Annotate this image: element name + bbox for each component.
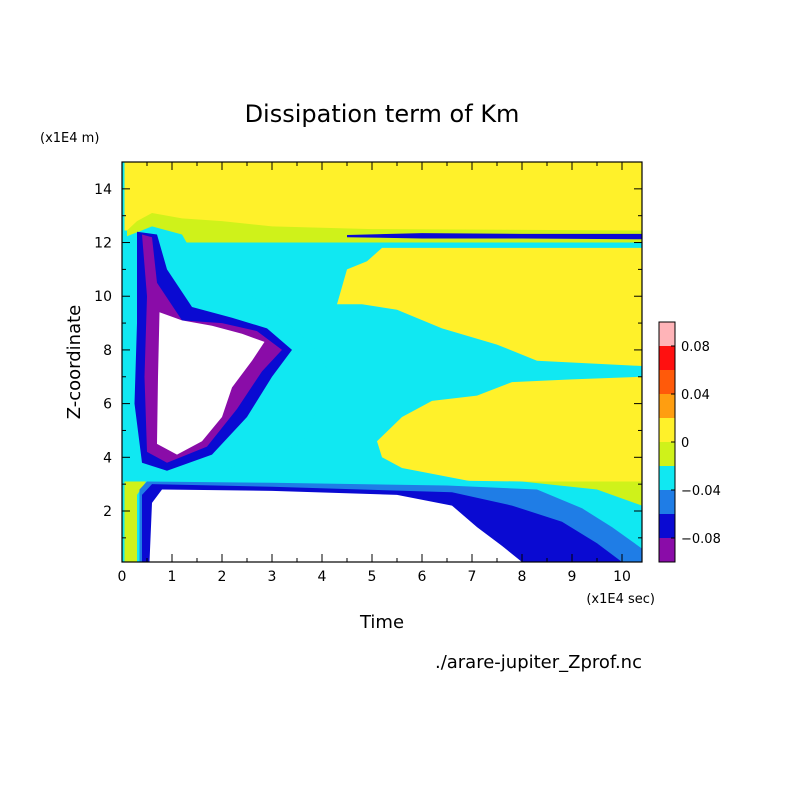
x-tick-label: 4 [318,569,327,585]
x-unit-label: (x1E4 sec) [586,592,655,607]
x-tick-label: 7 [468,569,477,585]
y-tick-label: 8 [103,343,112,359]
contour-region-surface-saturated [149,489,522,562]
y-tick-label: 6 [103,397,112,413]
y-unit-label: (x1E4 m) [40,131,99,146]
y-tick-label: 14 [94,182,112,198]
x-tick-label: 6 [418,569,427,585]
x-tick-label: 8 [518,569,527,585]
y-tick-label: 2 [103,504,112,520]
x-tick-label: 10 [613,569,631,585]
plot-frame [121,161,643,563]
plot-area [121,161,643,563]
y-tick-label: 10 [94,289,112,305]
colorbar-tick-label: −0.08 [681,532,721,547]
chart-title: Dissipation term of Km [245,100,520,128]
contour-region-upper-positive [124,162,642,231]
colorbar-tick-label: 0 [681,436,689,451]
y-tick-label: 12 [94,236,112,252]
x-tick-label: 1 [168,569,177,585]
contour-region-mid-positive-b [377,376,642,485]
colorbar-segment [659,514,675,538]
contour-region-core-saturated [157,312,265,455]
colorbar-segment [659,538,675,562]
contour-regions [124,162,642,562]
contour-region-mid-positive-a [337,247,642,366]
x-axis: 0 1 2 3 4 5 6 7 8 9 10 [118,162,631,585]
colorbar-tick-label: −0.04 [681,484,721,499]
x-axis-label: Time [359,612,404,633]
colorbar-segment [659,466,675,490]
x-tick-label: 2 [218,569,227,585]
x-tick-label: 3 [268,569,277,585]
colorbar-segment [659,346,675,370]
colorbar-segment [659,370,675,394]
colorbar-segment [659,490,675,514]
colorbar: 0.08 0.04 0 −0.04 −0.08 [658,321,721,563]
x-tick-label: 5 [368,569,377,585]
x-tick-label: 9 [568,569,577,585]
y-tick-label: 4 [103,450,112,466]
colorbar-segment [659,418,675,442]
contour-region-upper-ridge [347,233,642,240]
colorbar-tick-label: 0.04 [681,388,710,403]
x-tick-label: 0 [118,569,127,585]
colorbar-tick-label: 0.08 [681,340,710,355]
colorbar-segment [659,322,675,346]
y-axis: 2 4 6 8 10 12 14 [94,182,642,539]
colorbar-segment [659,394,675,418]
source-file-label: ./arare-jupiter_Zprof.nc [435,652,642,673]
colorbar-segment [659,442,675,466]
y-axis-label: Z-coordinate [64,305,85,420]
